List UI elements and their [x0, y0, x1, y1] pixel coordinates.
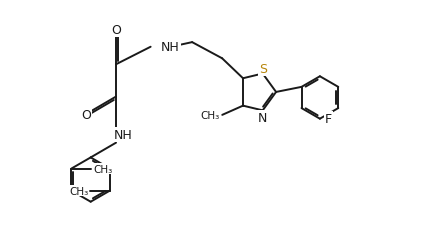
- Text: N: N: [257, 111, 267, 124]
- Text: O: O: [81, 108, 91, 121]
- Text: S: S: [258, 63, 266, 76]
- Text: F: F: [324, 113, 331, 126]
- Text: CH₃: CH₃: [69, 186, 88, 196]
- Text: CH₃: CH₃: [200, 110, 220, 120]
- Text: O: O: [111, 24, 121, 37]
- Text: CH₃: CH₃: [93, 164, 112, 174]
- Text: NH: NH: [161, 41, 179, 54]
- Text: NH: NH: [113, 129, 132, 142]
